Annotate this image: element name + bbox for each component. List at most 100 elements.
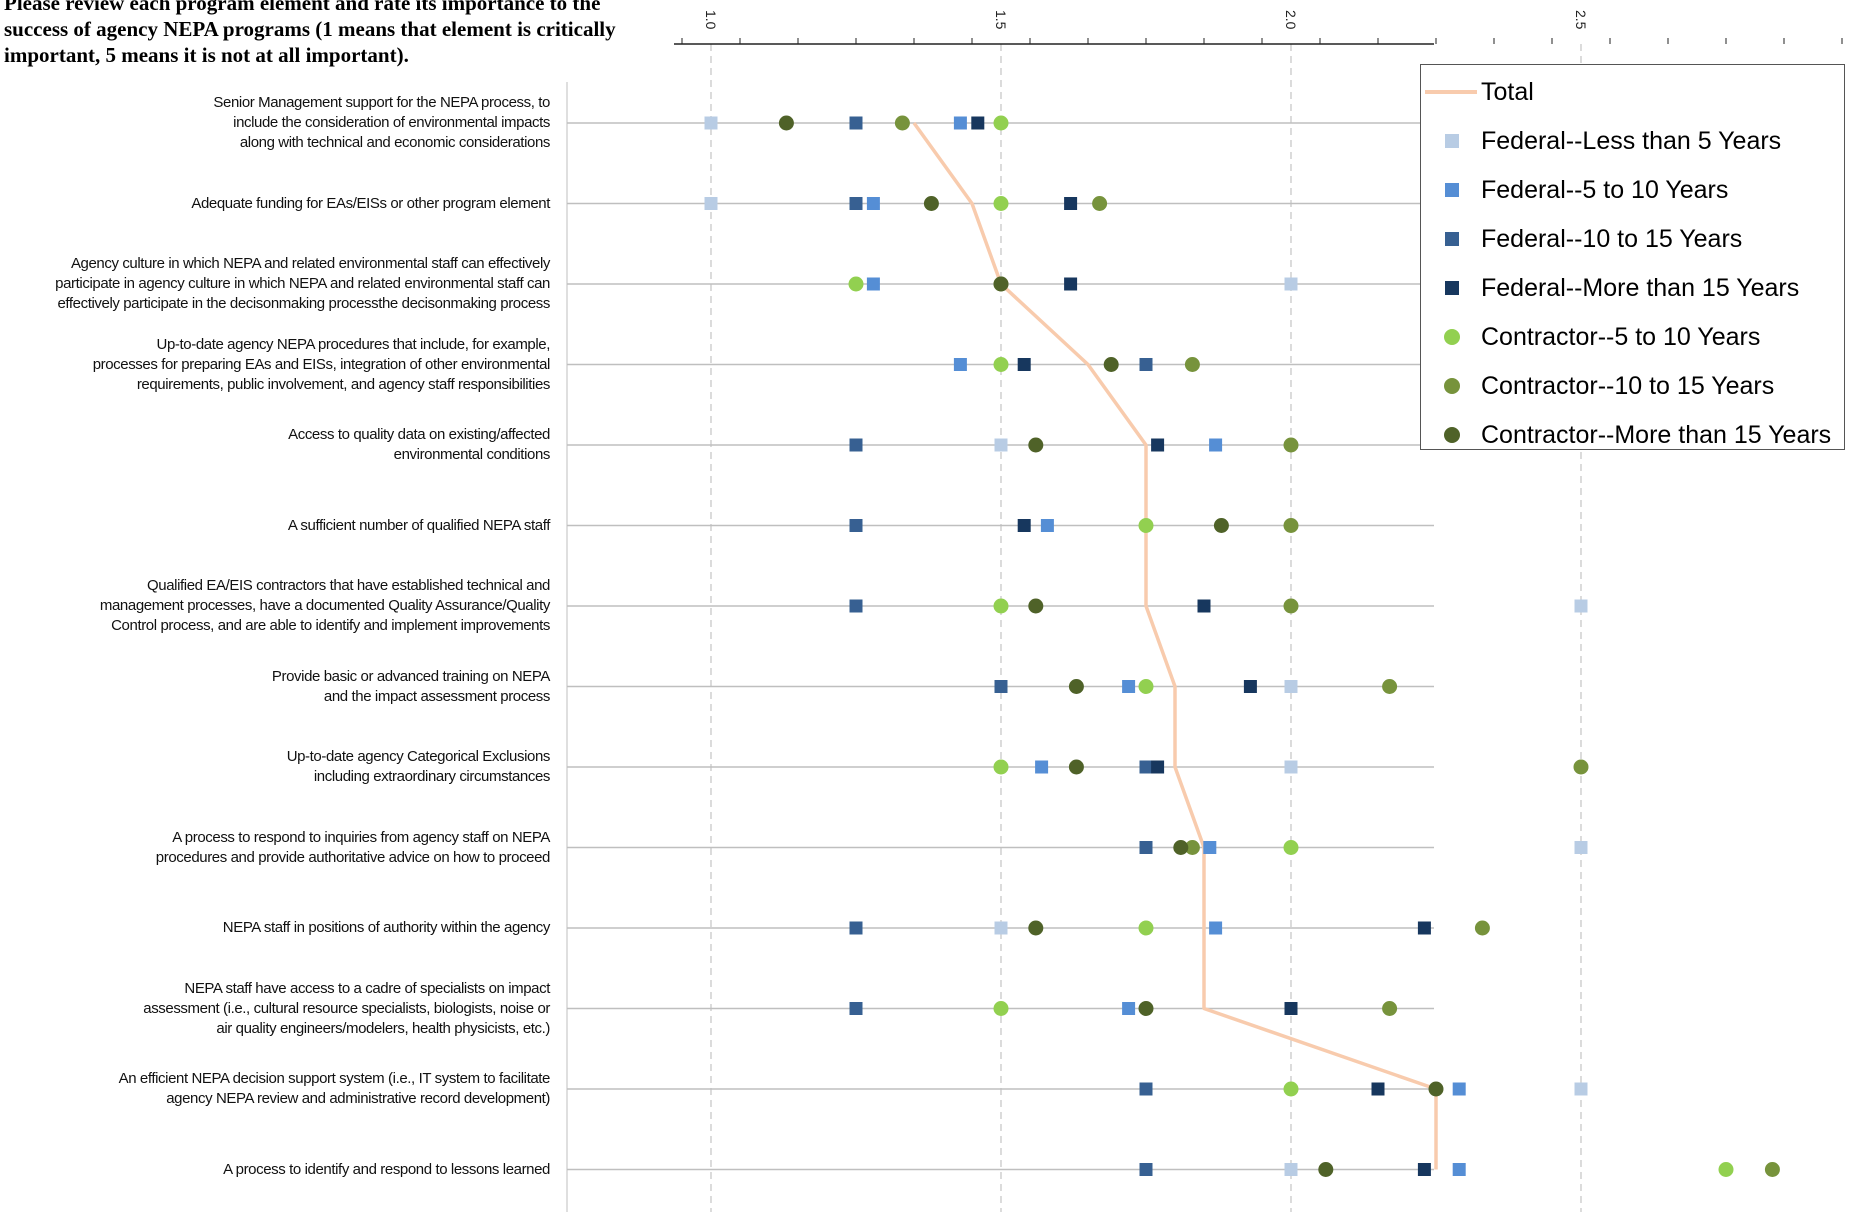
legend-square-swatch	[1445, 232, 1459, 246]
data-point-circle	[848, 276, 864, 292]
category-label-line: air quality engineers/modelers, health p…	[216, 1019, 550, 1037]
data-point-square	[1139, 1082, 1153, 1096]
category-label: NEPA staff in positions of authority wit…	[0, 918, 551, 938]
x-tick-label: 2.5	[1573, 10, 1589, 30]
category-label-line: along with technical and economic consid…	[239, 134, 551, 151]
legend-square-swatch	[1445, 281, 1459, 295]
category-label: Access to quality data on existing/affec…	[0, 425, 550, 465]
data-point-square	[1452, 1082, 1466, 1096]
data-point-square	[849, 197, 863, 210]
legend-marker-icon	[1444, 427, 1460, 443]
data-point-square	[994, 438, 1008, 452]
data-point-circle	[1138, 920, 1154, 936]
data-point-square	[1035, 760, 1049, 774]
legend-item: Federal--10 to 15 Years	[1421, 218, 1844, 258]
data-point-circle	[993, 115, 1009, 131]
data-point-circle	[993, 357, 1009, 372]
category-label-line: Agency culture in which NEPA and related…	[70, 255, 550, 272]
legend-label: Contractor--10 to 15 Years	[1481, 372, 1775, 400]
category-label-line: include the consideration of environment…	[233, 114, 550, 131]
legend-marker-icon	[1425, 90, 1477, 94]
data-point-square	[849, 116, 863, 130]
legend-circle-swatch	[1444, 378, 1460, 394]
data-point-square	[953, 358, 967, 371]
legend-square-swatch	[1445, 134, 1459, 148]
category-label: Senior Management support for the NEPA p…	[0, 93, 550, 153]
category-label: An efficient NEPA decision support syste…	[0, 1069, 551, 1109]
data-point-circle	[894, 115, 910, 131]
data-point-square	[1574, 1082, 1588, 1096]
x-tick-label: 2.0	[1283, 10, 1299, 30]
data-point-circle	[1283, 598, 1299, 614]
category-label: Provide basic or advanced training on NE…	[0, 667, 550, 707]
data-point-square	[1284, 680, 1298, 693]
data-point-square	[704, 197, 718, 210]
legend-square-swatch	[1445, 183, 1459, 197]
legend-marker-icon	[1445, 232, 1459, 246]
data-point-square	[1284, 277, 1298, 291]
x-tick-label: 1.0	[703, 10, 719, 30]
data-point-circle	[993, 276, 1009, 292]
category-label-line: A process to identify and respond to les…	[223, 1160, 550, 1178]
data-point-square	[1574, 841, 1588, 854]
data-point-square	[1203, 841, 1217, 854]
legend-item: Contractor--10 to 15 Years	[1421, 365, 1844, 405]
data-point-square	[1284, 760, 1298, 774]
data-point-square	[1064, 277, 1078, 291]
data-point-circle	[1138, 679, 1154, 694]
data-point-circle	[1573, 759, 1589, 775]
data-point-circle	[1092, 196, 1108, 211]
category-label-line: Qualified EA/EIS contractors that have e…	[147, 577, 550, 594]
category-label-line: NEPA staff in positions of authority wit…	[222, 919, 551, 936]
data-point-square	[971, 116, 985, 130]
legend-item: Federal--5 to 10 Years	[1421, 169, 1844, 209]
legend-circle-swatch	[1444, 329, 1460, 345]
data-point-square	[866, 277, 880, 291]
data-point-circle	[993, 598, 1009, 614]
category-label-line: Up-to-date agency Categorical Exclusions	[286, 748, 551, 765]
data-point-circle	[993, 196, 1009, 211]
legend-label: Total	[1481, 78, 1534, 106]
category-label-line: procedures and provide authoritative adv…	[155, 848, 551, 866]
data-point-square	[1151, 438, 1165, 452]
category-label-line: management processes, have a documented …	[99, 597, 551, 614]
category-label-line: requirements, public involvement, and ag…	[136, 375, 551, 393]
category-label-line: including extraordinary circumstances	[313, 768, 551, 785]
data-point-square	[1017, 358, 1031, 371]
legend-marker-icon	[1444, 378, 1460, 394]
legend-label: Federal--More than 15 Years	[1481, 274, 1800, 302]
data-point-square	[849, 599, 863, 613]
data-point-square	[1139, 1163, 1153, 1176]
data-point-square	[1417, 1163, 1431, 1176]
data-point-circle	[1173, 840, 1189, 855]
data-point-circle	[1028, 437, 1044, 453]
data-point-square	[1371, 1082, 1385, 1096]
category-label: Up-to-date agency Categorical Exclusions…	[0, 747, 551, 787]
total-line-layer	[912, 121, 1438, 1170]
category-label-line: effectively participate in the decisonma…	[57, 295, 550, 312]
data-point-circle	[1382, 1001, 1398, 1016]
category-label: Qualified EA/EIS contractors that have e…	[0, 576, 551, 636]
data-point-square	[866, 197, 880, 210]
data-points	[704, 115, 1780, 1177]
data-point-square	[1017, 519, 1031, 532]
data-point-circle	[1184, 840, 1200, 855]
x-tick-label: 1.5	[993, 10, 1009, 30]
category-label-line: and the impact assessment process	[323, 687, 550, 705]
data-point-circle	[1283, 840, 1299, 855]
data-point-square	[953, 116, 967, 130]
data-point-square	[849, 438, 863, 452]
category-label: Agency culture in which NEPA and related…	[0, 254, 550, 314]
data-point-circle	[1764, 1162, 1780, 1177]
data-point-square	[1151, 760, 1165, 774]
data-point-square	[1197, 599, 1211, 613]
category-label: Adequate funding for EAs/EISs or other p…	[0, 194, 550, 214]
data-point-square	[1574, 599, 1588, 613]
data-point-circle	[1474, 920, 1490, 936]
x-axis: 1.01.52.02.53.03.5	[674, 10, 1843, 45]
category-label-line: processes for preparing EAs and EISs, in…	[92, 355, 551, 373]
category-label-line: NEPA staff have access to a cadre of spe…	[184, 979, 550, 997]
data-point-circle	[1068, 679, 1084, 694]
legend-label: Federal--5 to 10 Years	[1481, 176, 1729, 204]
data-point-circle	[1382, 679, 1398, 694]
